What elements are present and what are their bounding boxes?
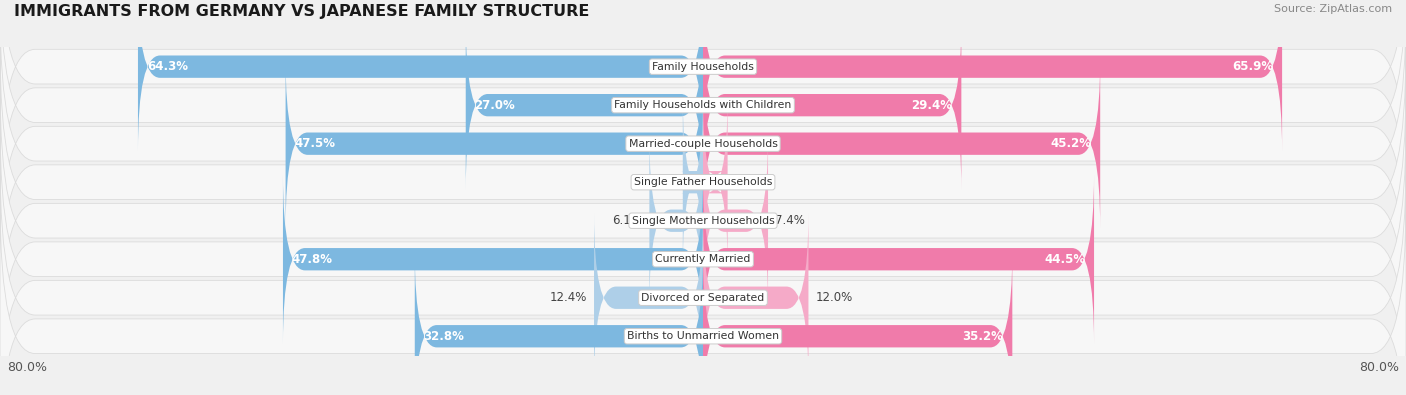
Text: 47.5%: 47.5% (294, 137, 336, 150)
Text: Single Mother Households: Single Mother Households (631, 216, 775, 226)
FancyBboxPatch shape (0, 199, 1406, 395)
Text: Births to Unmarried Women: Births to Unmarried Women (627, 331, 779, 341)
Text: 2.8%: 2.8% (734, 176, 765, 189)
FancyBboxPatch shape (285, 58, 703, 229)
FancyBboxPatch shape (0, 45, 1406, 319)
Text: 12.0%: 12.0% (815, 291, 852, 304)
Text: 80.0%: 80.0% (1360, 361, 1399, 374)
FancyBboxPatch shape (703, 174, 1094, 344)
FancyBboxPatch shape (650, 135, 703, 306)
FancyBboxPatch shape (0, 84, 1406, 357)
Text: 2.3%: 2.3% (645, 176, 676, 189)
Text: 6.1%: 6.1% (613, 214, 643, 227)
Text: 45.2%: 45.2% (1050, 137, 1091, 150)
Text: 32.8%: 32.8% (423, 330, 464, 343)
FancyBboxPatch shape (703, 58, 1099, 229)
FancyBboxPatch shape (703, 135, 768, 306)
Text: 64.3%: 64.3% (146, 60, 188, 73)
Text: IMMIGRANTS FROM GERMANY VS JAPANESE FAMILY STRUCTURE: IMMIGRANTS FROM GERMANY VS JAPANESE FAMI… (14, 4, 589, 19)
Text: 12.4%: 12.4% (550, 291, 588, 304)
Text: 80.0%: 80.0% (7, 361, 46, 374)
Text: 7.4%: 7.4% (775, 214, 804, 227)
Text: Family Households: Family Households (652, 62, 754, 71)
FancyBboxPatch shape (283, 174, 703, 344)
FancyBboxPatch shape (0, 161, 1406, 395)
Text: 27.0%: 27.0% (475, 99, 515, 112)
Text: Family Households with Children: Family Households with Children (614, 100, 792, 110)
FancyBboxPatch shape (703, 213, 808, 383)
Text: 65.9%: 65.9% (1232, 60, 1274, 73)
Text: Currently Married: Currently Married (655, 254, 751, 264)
Text: Source: ZipAtlas.com: Source: ZipAtlas.com (1274, 4, 1392, 14)
FancyBboxPatch shape (0, 122, 1406, 395)
FancyBboxPatch shape (703, 20, 962, 190)
Text: 29.4%: 29.4% (911, 99, 953, 112)
FancyBboxPatch shape (681, 97, 704, 267)
FancyBboxPatch shape (0, 7, 1406, 280)
FancyBboxPatch shape (0, 0, 1406, 242)
Legend: Immigrants from Germany, Japanese: Immigrants from Germany, Japanese (555, 394, 851, 395)
FancyBboxPatch shape (0, 0, 1406, 203)
FancyBboxPatch shape (138, 0, 703, 152)
FancyBboxPatch shape (415, 251, 703, 395)
Text: 47.8%: 47.8% (292, 253, 333, 266)
FancyBboxPatch shape (703, 97, 728, 267)
Text: 44.5%: 44.5% (1045, 253, 1085, 266)
FancyBboxPatch shape (593, 213, 703, 383)
FancyBboxPatch shape (703, 251, 1012, 395)
Text: Divorced or Separated: Divorced or Separated (641, 293, 765, 303)
Text: Married-couple Households: Married-couple Households (628, 139, 778, 149)
FancyBboxPatch shape (703, 0, 1282, 152)
Text: 35.2%: 35.2% (963, 330, 1004, 343)
FancyBboxPatch shape (465, 20, 703, 190)
Text: Single Father Households: Single Father Households (634, 177, 772, 187)
